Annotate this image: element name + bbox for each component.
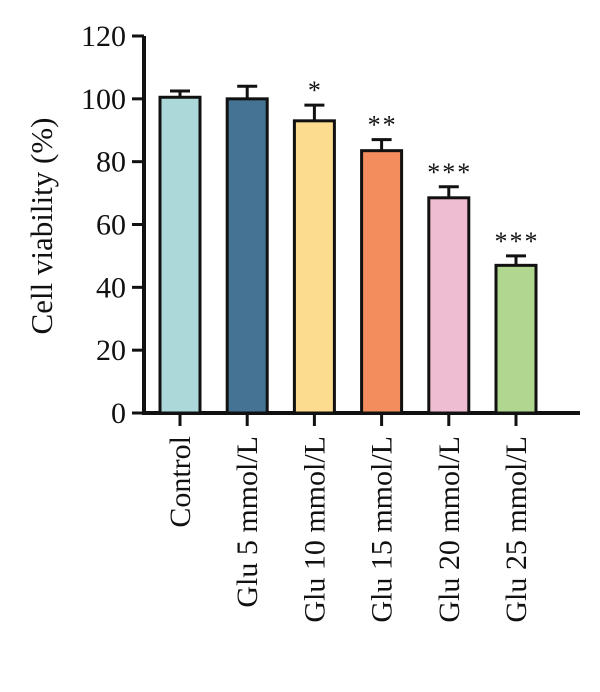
x-tick-label: Control (164, 436, 197, 528)
bar (292, 119, 336, 415)
bar (494, 263, 538, 415)
y-tick-label: 120 (81, 20, 126, 53)
category-labels: Control Glu 5 mmol/L Glu 10 mmol/L Glu 15 m… (164, 436, 533, 623)
significance-label: *** (495, 227, 540, 256)
significance-label: ** (368, 111, 398, 140)
x-tick-label: Glu 25 mmol/L (500, 436, 533, 623)
y-tick-label: 60 (96, 209, 126, 242)
y-tick-label: 80 (96, 146, 126, 179)
y-axis-title: Cell viability (%) (24, 118, 59, 335)
x-tick-label: Glu 15 mmol/L (366, 436, 399, 623)
bar (225, 97, 269, 415)
bars (158, 95, 538, 415)
y-ticks: 0 20 40 60 80 100 120 (81, 20, 144, 430)
bar (360, 149, 404, 415)
y-tick-label: 100 (81, 83, 126, 116)
x-tick-label: Glu 10 mmol/L (298, 436, 331, 623)
x-tick-label: Glu 20 mmol/L (433, 436, 466, 623)
x-tick-label: Glu 5 mmol/L (231, 436, 264, 608)
bar (158, 95, 202, 415)
significance-labels: ********* (308, 76, 540, 256)
x-ticks (178, 413, 518, 426)
bar (427, 196, 471, 415)
y-tick-label: 40 (96, 271, 126, 304)
significance-label: *** (427, 158, 472, 187)
significance-label: * (308, 76, 323, 105)
y-tick-label: 20 (96, 334, 126, 367)
y-tick-label: 0 (111, 397, 126, 430)
error-bars (170, 84, 526, 266)
